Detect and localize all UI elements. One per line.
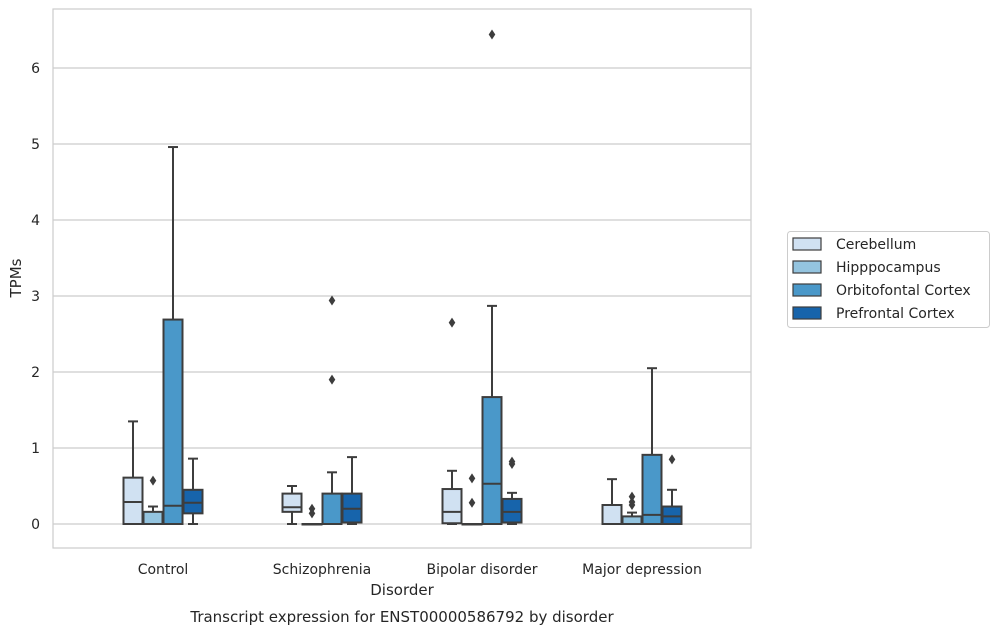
legend-label: Prefrontal Cortex xyxy=(836,306,955,322)
y-tick-label: 4 xyxy=(31,213,40,229)
legend-frame xyxy=(787,231,990,328)
box-body xyxy=(601,504,623,525)
legend-entry: Cerebellum xyxy=(792,237,916,253)
box-body xyxy=(441,488,463,525)
legend-label: Cerebellum xyxy=(836,237,916,253)
box-body xyxy=(641,453,663,525)
x-axis-title: Disorder xyxy=(370,581,434,599)
x-tick-label: Bipolar disorder xyxy=(426,562,537,578)
y-tick-label: 6 xyxy=(31,61,40,77)
box xyxy=(461,473,483,526)
y-axis-title: TPMs xyxy=(7,258,25,298)
outlier-point xyxy=(468,497,476,508)
plot-area-frame xyxy=(52,8,752,549)
y-tick-label: 0 xyxy=(31,517,40,533)
x-tick-label: Control xyxy=(138,562,189,578)
y-tick-label: 3 xyxy=(31,289,40,305)
legend-entry: Orbitofontal Cortex xyxy=(792,283,971,299)
outlier-point xyxy=(488,29,496,40)
box xyxy=(641,367,663,525)
outlier-point xyxy=(668,454,676,465)
box-body xyxy=(501,497,523,524)
x-tick-label: Schizophrenia xyxy=(273,562,371,578)
box-series-group xyxy=(122,29,683,526)
outlier-point xyxy=(448,317,456,328)
box-body xyxy=(142,510,164,525)
box-body xyxy=(162,318,184,525)
box-body xyxy=(621,515,643,526)
legend-swatch xyxy=(792,306,822,320)
box xyxy=(601,478,623,525)
box-body xyxy=(661,505,683,525)
box-body xyxy=(481,396,503,525)
outlier-point xyxy=(468,473,476,484)
legend-swatch xyxy=(792,237,822,251)
box xyxy=(182,457,204,525)
box-body xyxy=(122,476,144,526)
box xyxy=(441,317,463,525)
x-tick-label: Major depression xyxy=(582,562,702,578)
box-body xyxy=(182,488,204,515)
box-series xyxy=(162,29,663,526)
box-series xyxy=(142,473,643,526)
legend-entry: Hipppocampus xyxy=(792,260,941,276)
outlier-point xyxy=(328,295,336,306)
y-axis-ticks: 0 1 2 3 4 5 6 xyxy=(31,61,40,533)
box xyxy=(142,475,164,525)
box xyxy=(162,146,184,525)
legend-label: Orbitofontal Cortex xyxy=(836,283,971,299)
box xyxy=(122,420,144,526)
outlier-point xyxy=(628,496,636,507)
outlier-point xyxy=(628,491,636,502)
box xyxy=(341,456,363,525)
box-series xyxy=(122,317,623,526)
legend: Cerebellum Hipppocampus Orbitofontal Corte… xyxy=(787,231,990,328)
outlier-point xyxy=(149,475,157,486)
y-tick-label: 1 xyxy=(31,441,40,457)
legend-label: Hipppocampus xyxy=(836,260,941,276)
legend-swatch xyxy=(792,260,822,274)
y-tick-label: 2 xyxy=(31,365,40,381)
box xyxy=(661,454,683,525)
box-body xyxy=(281,492,303,513)
box xyxy=(321,295,343,526)
box xyxy=(301,503,323,526)
legend-entry: Prefrontal Cortex xyxy=(792,306,955,322)
legend-swatch xyxy=(792,283,822,297)
box-body xyxy=(321,492,343,526)
box-series xyxy=(182,454,683,525)
box xyxy=(621,491,643,526)
box xyxy=(501,456,523,525)
chart-title: Transcript expression for ENST0000058679… xyxy=(189,608,614,626)
outlier-point xyxy=(308,508,316,519)
y-tick-label: 5 xyxy=(31,137,40,153)
outlier-point xyxy=(508,458,516,469)
outlier-point xyxy=(328,374,336,385)
box xyxy=(281,485,303,525)
box xyxy=(481,29,503,525)
x-axis-ticks: Control Schizophrenia Bipolar disorder Majo… xyxy=(138,562,702,578)
